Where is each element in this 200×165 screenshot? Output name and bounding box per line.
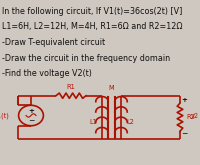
Text: -Find the voltage V2(t): -Find the voltage V2(t) [2, 69, 92, 78]
Text: R1: R1 [67, 84, 75, 90]
Text: In the following circuit, If V1(t)=36cos(2t) [V]: In the following circuit, If V1(t)=36cos… [2, 7, 182, 16]
Text: +: + [28, 108, 34, 114]
Text: -Draw T-equivalent circuit: -Draw T-equivalent circuit [2, 38, 105, 47]
Text: v2: v2 [191, 113, 199, 118]
Text: L2: L2 [126, 119, 134, 125]
Text: M: M [109, 85, 114, 91]
Text: v1(t): v1(t) [0, 112, 9, 119]
Text: L1: L1 [89, 119, 97, 125]
Text: −: − [28, 116, 34, 125]
Text: R2: R2 [186, 114, 195, 120]
Text: +: + [181, 97, 187, 103]
Text: −: − [181, 129, 188, 138]
Text: -Draw the circuit in the frequency domain: -Draw the circuit in the frequency domai… [2, 54, 170, 63]
Text: L1=6H, L2=12H, M=4H, R1=6Ω and R2=12Ω: L1=6H, L2=12H, M=4H, R1=6Ω and R2=12Ω [2, 22, 182, 31]
